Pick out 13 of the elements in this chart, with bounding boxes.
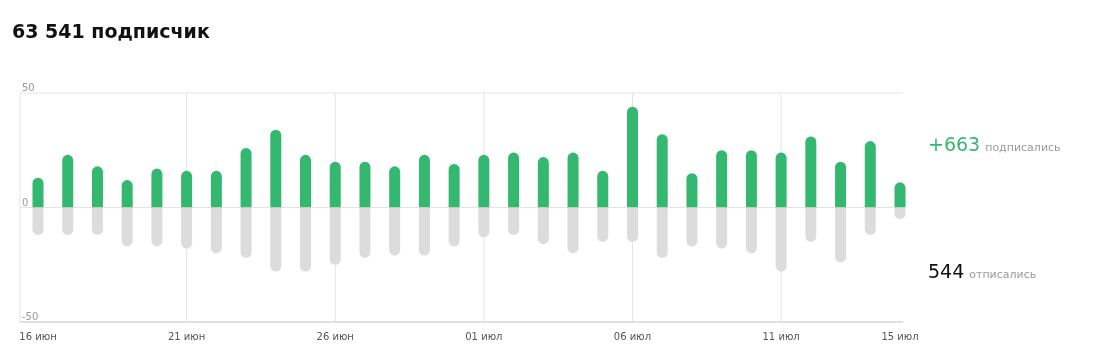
y-tick-label: 0 (22, 196, 29, 208)
x-tick-label: 11 июл (762, 331, 800, 342)
text: +663 подписались (928, 133, 1061, 155)
x-tick-label: 16 июн (19, 331, 57, 342)
x-tick-label: 06 июл (613, 331, 652, 342)
chart-title: 63 541 подписчик (12, 20, 210, 42)
text: 544 отписались (928, 260, 1037, 282)
x-tick-label: 15 июл (881, 331, 919, 342)
x-tick-label: 26 июн (316, 331, 354, 342)
x-tick-label: 21 июн (167, 331, 206, 342)
x-tick-label: 01 июл (465, 331, 503, 342)
y-tick-label: 50 (22, 82, 35, 93)
y-tick-label: -50 (22, 311, 39, 322)
